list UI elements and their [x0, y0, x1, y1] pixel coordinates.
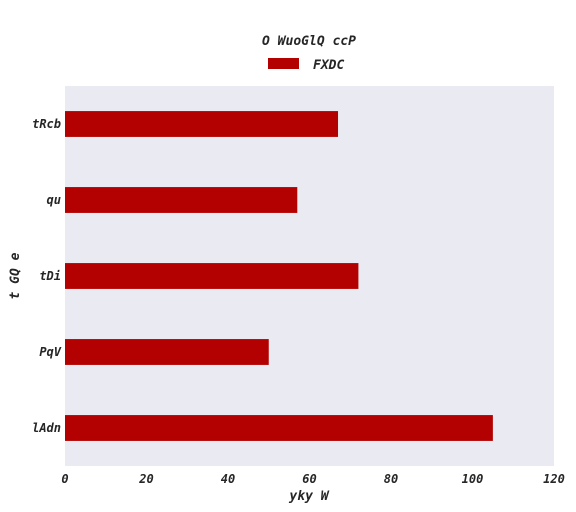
legend-swatch: [268, 58, 299, 69]
x-tick-label: 100: [462, 472, 484, 486]
x-tick-label: 40: [221, 472, 235, 486]
legend: FXDC: [268, 58, 344, 73]
bar-tRcb: [65, 111, 339, 137]
x-tick-label: 120: [543, 472, 565, 486]
bar-qu: [65, 187, 298, 213]
bars: [65, 111, 493, 441]
x-tick-label: 80: [384, 472, 398, 486]
legend-label: FXDC: [313, 58, 344, 73]
x-tick-labels: 0 20 40 60 80 100 120: [61, 472, 564, 486]
y-tick-label: tDi: [39, 269, 61, 283]
bar-PqV: [65, 339, 269, 365]
x-tick-label: 0: [61, 472, 68, 486]
x-axis-title: yky W: [288, 489, 329, 504]
x-tick-label: 20: [138, 472, 153, 486]
y-axis-title: t GQ e: [8, 252, 23, 299]
y-tick-label: tRcb: [32, 117, 61, 131]
bar-lAdn: [65, 415, 493, 441]
bar-tDi: [65, 263, 359, 289]
y-tick-label: PqV: [39, 345, 61, 359]
x-tick-label: 60: [302, 472, 316, 486]
y-tick-labels: tRcb qu tDi PqV lAdn: [32, 117, 62, 435]
chart-title: O WuoGlQ ccP: [262, 34, 356, 49]
y-tick-label: lAdn: [32, 421, 61, 435]
y-tick-label: qu: [47, 193, 61, 207]
